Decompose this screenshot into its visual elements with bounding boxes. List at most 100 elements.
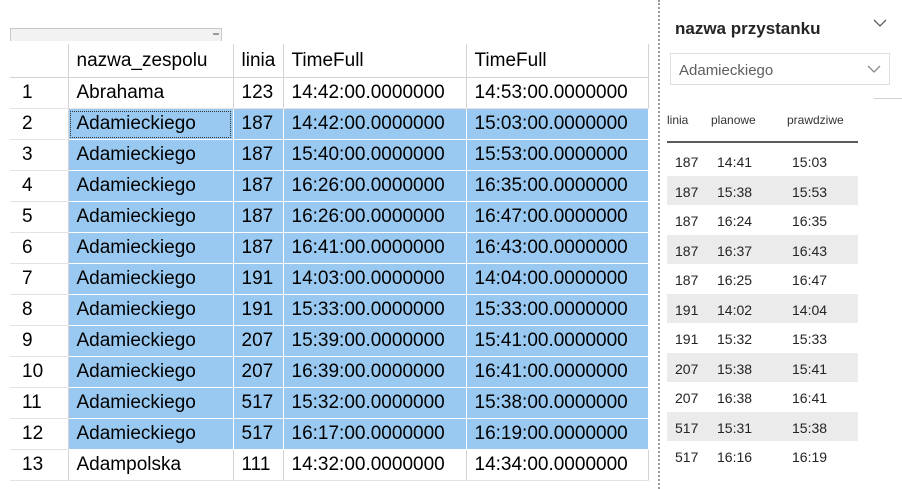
linia-cell[interactable]: 517 bbox=[233, 418, 284, 450]
timefull-2-cell[interactable]: 16:47:00.0000000 bbox=[466, 201, 649, 233]
timefull-1-cell[interactable]: 15:39:00.0000000 bbox=[283, 325, 467, 357]
timefull-2-cell[interactable]: 16:19:00.0000000 bbox=[466, 418, 649, 450]
timefull-2-cell[interactable]: 14:53:00.0000000 bbox=[466, 77, 649, 109]
row-number-cell[interactable]: 11 bbox=[10, 387, 69, 419]
row-number-cell[interactable]: 12 bbox=[10, 418, 69, 450]
mini-table-row[interactable]: 517 15:31 15:38 bbox=[667, 411, 858, 441]
table-row[interactable]: 1 Abrahama 123 14:42:00.0000000 14:53:00.000… bbox=[10, 77, 649, 109]
nazwa-zespolu-cell[interactable]: Adamieckiego bbox=[68, 139, 234, 171]
linia-cell[interactable]: 207 bbox=[233, 356, 284, 388]
linia-cell[interactable]: 191 bbox=[233, 294, 284, 326]
table-row[interactable]: 12 Adamieckiego 517 16:17:00.0000000 16:19:0… bbox=[10, 418, 649, 450]
results-tab-fragment[interactable] bbox=[10, 28, 222, 41]
chevron-down-icon[interactable] bbox=[871, 16, 889, 30]
timefull-2-cell[interactable]: 15:53:00.0000000 bbox=[466, 139, 649, 171]
mini-table-row[interactable]: 191 15:32 15:33 bbox=[667, 323, 858, 353]
nazwa-zespolu-cell[interactable]: Adamieckiego bbox=[68, 387, 234, 419]
column-header-linia[interactable]: linia bbox=[233, 44, 284, 78]
timefull-2-cell[interactable]: 15:38:00.0000000 bbox=[466, 387, 649, 419]
nazwa-zespolu-cell[interactable]: Adamieckiego bbox=[68, 170, 234, 202]
linia-cell[interactable]: 123 bbox=[233, 77, 284, 109]
linia-cell[interactable]: 187 bbox=[233, 232, 284, 264]
nazwa-zespolu-cell[interactable]: Adamieckiego bbox=[68, 232, 234, 264]
timefull-2-cell[interactable]: 15:33:00.0000000 bbox=[466, 294, 649, 326]
nazwa-zespolu-cell[interactable]: Adamieckiego bbox=[68, 325, 234, 357]
linia-cell[interactable]: 187 bbox=[233, 201, 284, 233]
mini-table-row[interactable]: 207 16:38 16:41 bbox=[667, 382, 858, 412]
timefull-1-cell[interactable]: 15:33:00.0000000 bbox=[283, 294, 467, 326]
mini-table-row[interactable]: 191 14:02 14:04 bbox=[667, 293, 858, 323]
table-row[interactable]: 5 Adamieckiego 187 16:26:00.0000000 16:47:00… bbox=[10, 201, 649, 233]
row-number-cell[interactable]: 4 bbox=[10, 170, 69, 202]
timefull-2-cell[interactable]: 14:34:00.0000000 bbox=[466, 449, 649, 481]
row-number-cell[interactable]: 1 bbox=[10, 77, 69, 109]
nazwa-zespolu-cell[interactable]: Adamieckiego bbox=[68, 356, 234, 388]
table-row[interactable]: 7 Adamieckiego 191 14:03:00.0000000 14:04:00… bbox=[10, 263, 649, 295]
timefull-2-cell[interactable]: 15:03:00.0000000 bbox=[466, 108, 649, 140]
mini-table-row[interactable]: 187 16:25 16:47 bbox=[667, 264, 858, 294]
timefull-1-cell[interactable]: 16:26:00.0000000 bbox=[283, 170, 467, 202]
nazwa-zespolu-cell[interactable]: Adamieckiego bbox=[68, 108, 234, 140]
linia-cell[interactable]: 187 bbox=[233, 139, 284, 171]
nazwa-zespolu-cell[interactable]: Adamieckiego bbox=[68, 201, 234, 233]
table-row[interactable]: 11 Adamieckiego 517 15:32:00.0000000 15:38:0… bbox=[10, 387, 649, 419]
mini-table-row[interactable]: 517 16:16 16:19 bbox=[667, 441, 858, 471]
table-row[interactable]: 9 Adamieckiego 207 15:39:00.0000000 15:41:00… bbox=[10, 325, 649, 357]
nazwa-zespolu-cell[interactable]: Adamieckiego bbox=[68, 418, 234, 450]
table-row[interactable]: 8 Adamieckiego 191 15:33:00.0000000 15:33:00… bbox=[10, 294, 649, 326]
row-number-cell[interactable]: 13 bbox=[10, 449, 69, 481]
linia-cell[interactable]: 187 bbox=[233, 108, 284, 140]
timefull-1-cell[interactable]: 16:41:00.0000000 bbox=[283, 232, 467, 264]
linia-cell[interactable]: 187 bbox=[233, 170, 284, 202]
linia-cell[interactable]: 111 bbox=[233, 449, 284, 481]
timefull-1-cell[interactable]: 14:32:00.0000000 bbox=[283, 449, 467, 481]
timefull-2-cell[interactable]: 15:41:00.0000000 bbox=[466, 325, 649, 357]
timefull-2-cell[interactable]: 16:35:00.0000000 bbox=[466, 170, 649, 202]
row-number-cell[interactable]: 9 bbox=[10, 325, 69, 357]
mini-table-row[interactable]: 187 15:38 15:53 bbox=[667, 175, 858, 205]
nazwa-zespolu-cell[interactable]: Adamieckiego bbox=[68, 263, 234, 295]
grid-corner-cell[interactable] bbox=[10, 44, 69, 78]
timefull-2-cell[interactable]: 14:04:00.0000000 bbox=[466, 263, 649, 295]
nazwa-zespolu-cell[interactable]: Adampolska bbox=[68, 449, 234, 481]
timefull-1-cell[interactable]: 14:03:00.0000000 bbox=[283, 263, 467, 295]
column-header-timefull-1[interactable]: TimeFull bbox=[283, 44, 467, 78]
nazwa-zespolu-cell[interactable]: Adamieckiego bbox=[68, 294, 234, 326]
table-row[interactable]: 10 Adamieckiego 207 16:39:00.0000000 16:41:0… bbox=[10, 356, 649, 388]
table-row[interactable]: 2 Adamieckiego 187 14:42:00.0000000 15:03:00… bbox=[10, 108, 649, 140]
mini-table-row[interactable]: 187 16:37 16:43 bbox=[667, 234, 858, 264]
column-header-timefull-2[interactable]: TimeFull bbox=[466, 44, 649, 78]
mini-header-planowe[interactable]: planowe bbox=[711, 113, 756, 127]
mini-table-row[interactable]: 187 14:41 15:03 bbox=[667, 146, 858, 176]
timefull-2-cell[interactable]: 16:41:00.0000000 bbox=[466, 356, 649, 388]
linia-cell[interactable]: 191 bbox=[233, 263, 284, 295]
linia-cell[interactable]: 207 bbox=[233, 325, 284, 357]
column-header-nazwa-zespolu[interactable]: nazwa_zespolu bbox=[68, 44, 234, 78]
table-row[interactable]: 4 Adamieckiego 187 16:26:00.0000000 16:35:00… bbox=[10, 170, 649, 202]
mini-table-row[interactable]: 207 15:38 15:41 bbox=[667, 352, 858, 382]
nazwa-zespolu-cell[interactable]: Abrahama bbox=[68, 77, 234, 109]
row-number-cell[interactable]: 6 bbox=[10, 232, 69, 264]
row-number-cell[interactable]: 10 bbox=[10, 356, 69, 388]
slicer-dropdown[interactable]: Adamieckiego bbox=[670, 53, 890, 85]
timefull-2-cell[interactable]: 16:43:00.0000000 bbox=[466, 232, 649, 264]
mini-table-row[interactable]: 187 16:24 16:35 bbox=[667, 205, 858, 235]
table-row[interactable]: 3 Adamieckiego 187 15:40:00.0000000 15:53:00… bbox=[10, 139, 649, 171]
row-number-cell[interactable]: 8 bbox=[10, 294, 69, 326]
mini-header-prawdziwe[interactable]: prawdziwe bbox=[787, 113, 844, 127]
timefull-1-cell[interactable]: 16:26:00.0000000 bbox=[283, 201, 467, 233]
mini-header-linia[interactable]: linia bbox=[667, 113, 689, 127]
table-row[interactable]: 13 Adampolska 111 14:32:00.0000000 14:34:00.… bbox=[10, 449, 649, 481]
row-number-cell[interactable]: 3 bbox=[10, 139, 69, 171]
row-number-cell[interactable]: 7 bbox=[10, 263, 69, 295]
table-row[interactable]: 6 Adamieckiego 187 16:41:00.0000000 16:43:00… bbox=[10, 232, 649, 264]
timefull-1-cell[interactable]: 14:42:00.0000000 bbox=[283, 108, 467, 140]
timefull-1-cell[interactable]: 15:40:00.0000000 bbox=[283, 139, 467, 171]
timefull-1-cell[interactable]: 16:17:00.0000000 bbox=[283, 418, 467, 450]
timefull-1-cell[interactable]: 15:32:00.0000000 bbox=[283, 387, 467, 419]
row-number-cell[interactable]: 5 bbox=[10, 201, 69, 233]
linia-cell[interactable]: 517 bbox=[233, 387, 284, 419]
timefull-1-cell[interactable]: 16:39:00.0000000 bbox=[283, 356, 467, 388]
row-number-cell[interactable]: 2 bbox=[10, 108, 69, 140]
timefull-1-cell[interactable]: 14:42:00.0000000 bbox=[283, 77, 467, 109]
